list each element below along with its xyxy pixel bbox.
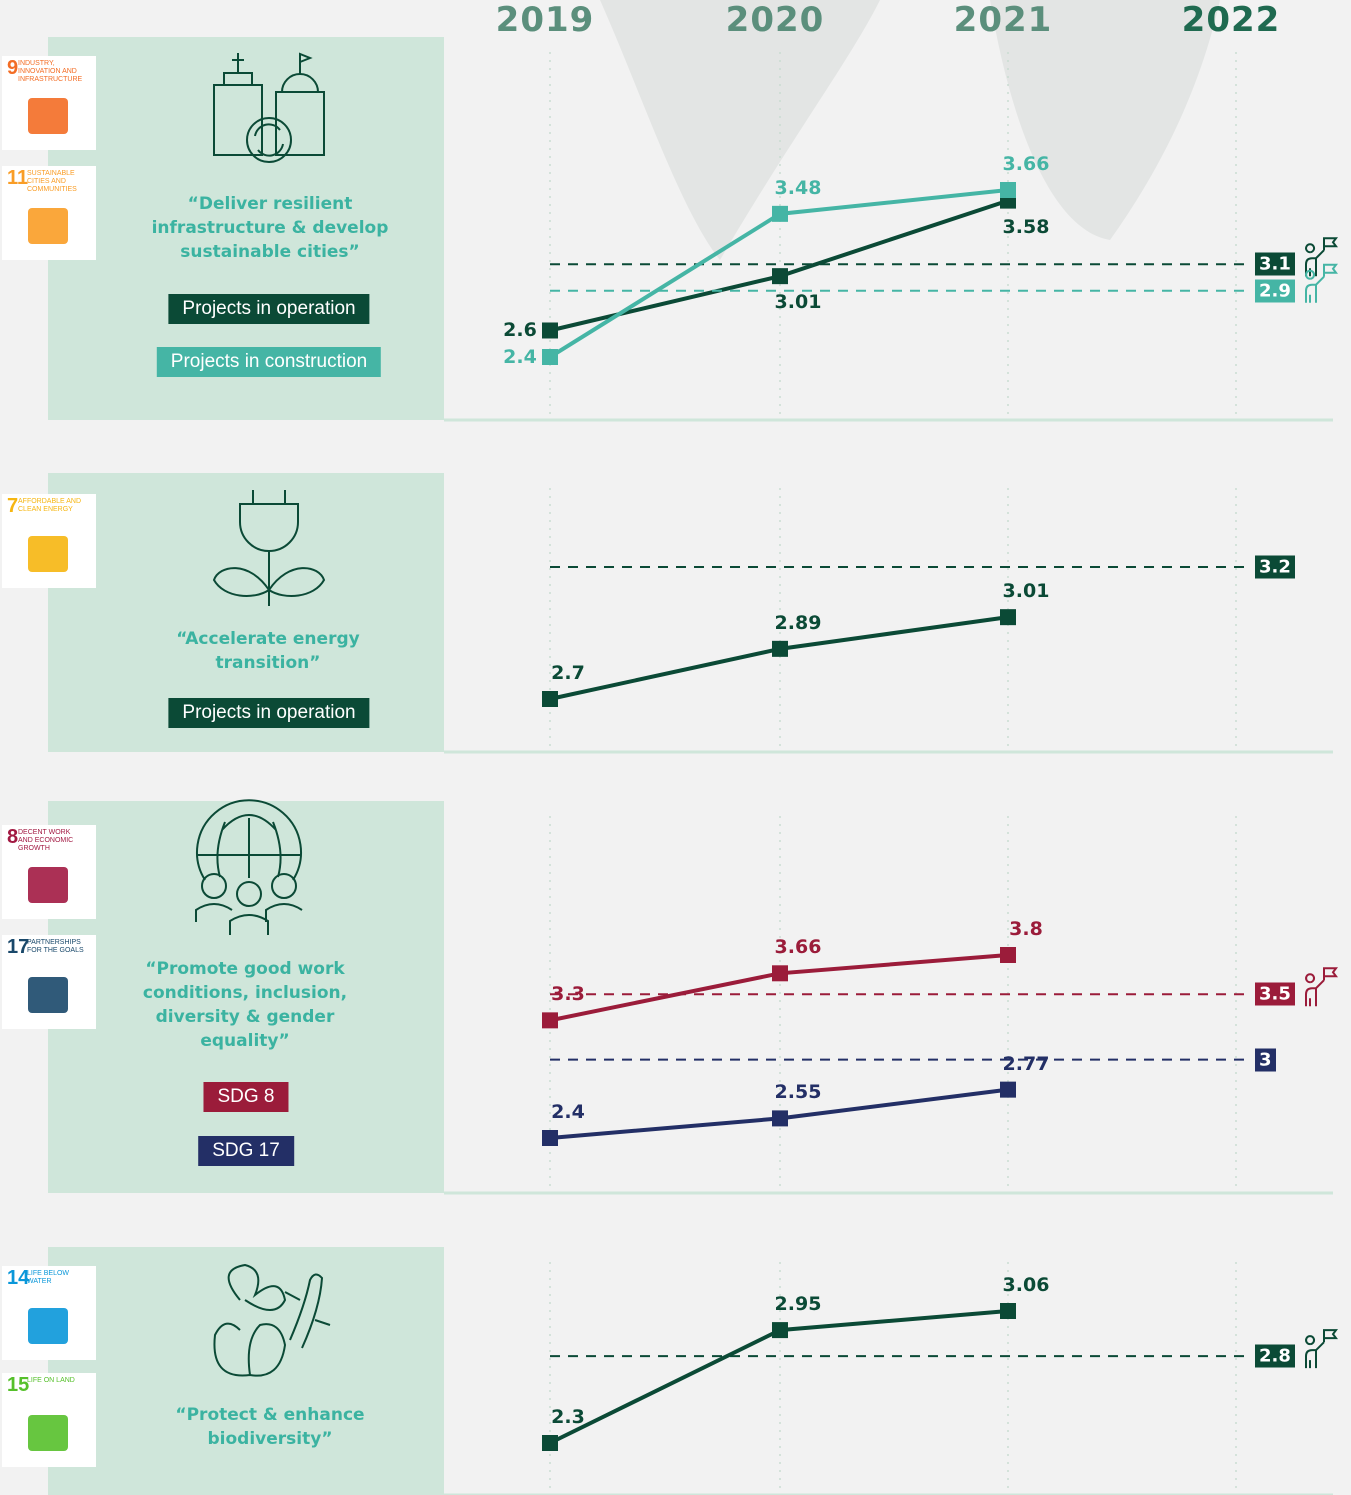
data-point [1000,1082,1016,1098]
data-point [772,641,788,657]
panel-title: “Promote good work conditions, inclusion… [125,957,365,1053]
sdg-number: 7 [7,495,18,518]
data-point [542,322,558,338]
value-label: 2.3 [551,1406,585,1428]
target-label: 3.5 [1255,983,1295,1006]
sdg-number: 17 [7,936,29,959]
sdg-label: PARTNERSHIPS FOR THE GOALS [27,939,93,955]
sdg-icon [28,1415,68,1451]
legend-entry: Projects in operation [168,698,369,728]
series-line [550,955,1008,1020]
year-label: 2019 [465,0,625,40]
panel-title: “Protect & enhance biodiversity” [145,1403,395,1451]
legend-entry: Projects in operation [168,294,369,324]
sdg-icon [28,98,68,134]
value-label: 2.77 [1003,1053,1050,1075]
data-point [542,1130,558,1146]
target-label: 3 [1255,1048,1276,1071]
value-label: 3.01 [775,291,822,313]
data-point [772,206,788,222]
value-label: 2.55 [775,1081,822,1103]
data-point [772,1322,788,1338]
value-label: 3.66 [775,936,822,958]
sdg-label: SUSTAINABLE CITIES AND COMMUNITIES [27,170,93,194]
value-label: 3.06 [1003,1274,1050,1296]
sdg-icon [28,208,68,244]
sdg-number: 8 [7,826,18,849]
target-flag-icon [1306,968,1336,1006]
sdg-label: DECENT WORK AND ECONOMIC GROWTH [18,829,84,853]
sdg-number: 15 [7,1374,29,1397]
target-label: 2.8 [1255,1345,1295,1368]
sdg-label: AFFORDABLE AND CLEAN ENERGY [18,498,84,514]
data-point [542,691,558,707]
value-label: 3.48 [775,177,822,199]
value-label: 2.4 [503,346,537,368]
value-label: 2.4 [551,1101,585,1123]
legend-entry: SDG 8 [203,1082,288,1112]
data-point [542,1435,558,1451]
data-point [772,1110,788,1126]
sdg-number: 11 [7,167,28,190]
panel-title: “Accelerate energy transition” [158,627,378,675]
value-label: 3.01 [1003,580,1050,602]
infographic: 2019 2020 2021 2022 “Deliver resilient infra… [0,0,1351,1495]
value-label: 2.95 [775,1293,822,1315]
target-label: 3.2 [1255,556,1295,579]
value-label: 3.8 [1009,918,1043,940]
sdg-label: LIFE ON LAND [27,1377,93,1385]
panel-title: “Deliver resilient infrastructure & deve… [135,192,405,264]
value-label: 2.6 [503,319,537,341]
data-point [772,965,788,981]
sdg-icon [28,977,68,1013]
data-point [1000,947,1016,963]
sdg-icon [28,867,68,903]
data-point [772,268,788,284]
data-point [542,349,558,365]
year-label: 2021 [923,0,1083,40]
sdg-label: INDUSTRY, INNOVATION AND INFRASTRUCTURE [18,60,84,84]
value-label: 3.3 [551,983,585,1005]
target-label: 3.1 [1255,253,1295,276]
data-point [1000,1303,1016,1319]
target-flag-icon [1306,1330,1336,1368]
value-label: 2.89 [775,612,822,634]
value-label: 2.7 [551,662,585,684]
legend-entry: SDG 17 [198,1136,294,1166]
data-point [1000,182,1016,198]
data-point [1000,609,1016,625]
sdg-icon [28,1308,68,1344]
sdg-label: LIFE BELOW WATER [27,1270,93,1286]
sdg-number: 14 [7,1267,29,1290]
data-point [542,1012,558,1028]
sdg-number: 9 [7,57,18,80]
value-label: 3.66 [1003,153,1050,175]
legend-entry: Projects in construction [157,347,381,377]
target-flag-icon [1306,265,1336,303]
sdg-icon [28,536,68,572]
year-label: 2020 [695,0,855,40]
target-label: 2.9 [1255,279,1295,302]
year-label: 2022 [1151,0,1311,40]
panel-background [48,1247,444,1495]
value-label: 3.58 [1003,216,1050,238]
